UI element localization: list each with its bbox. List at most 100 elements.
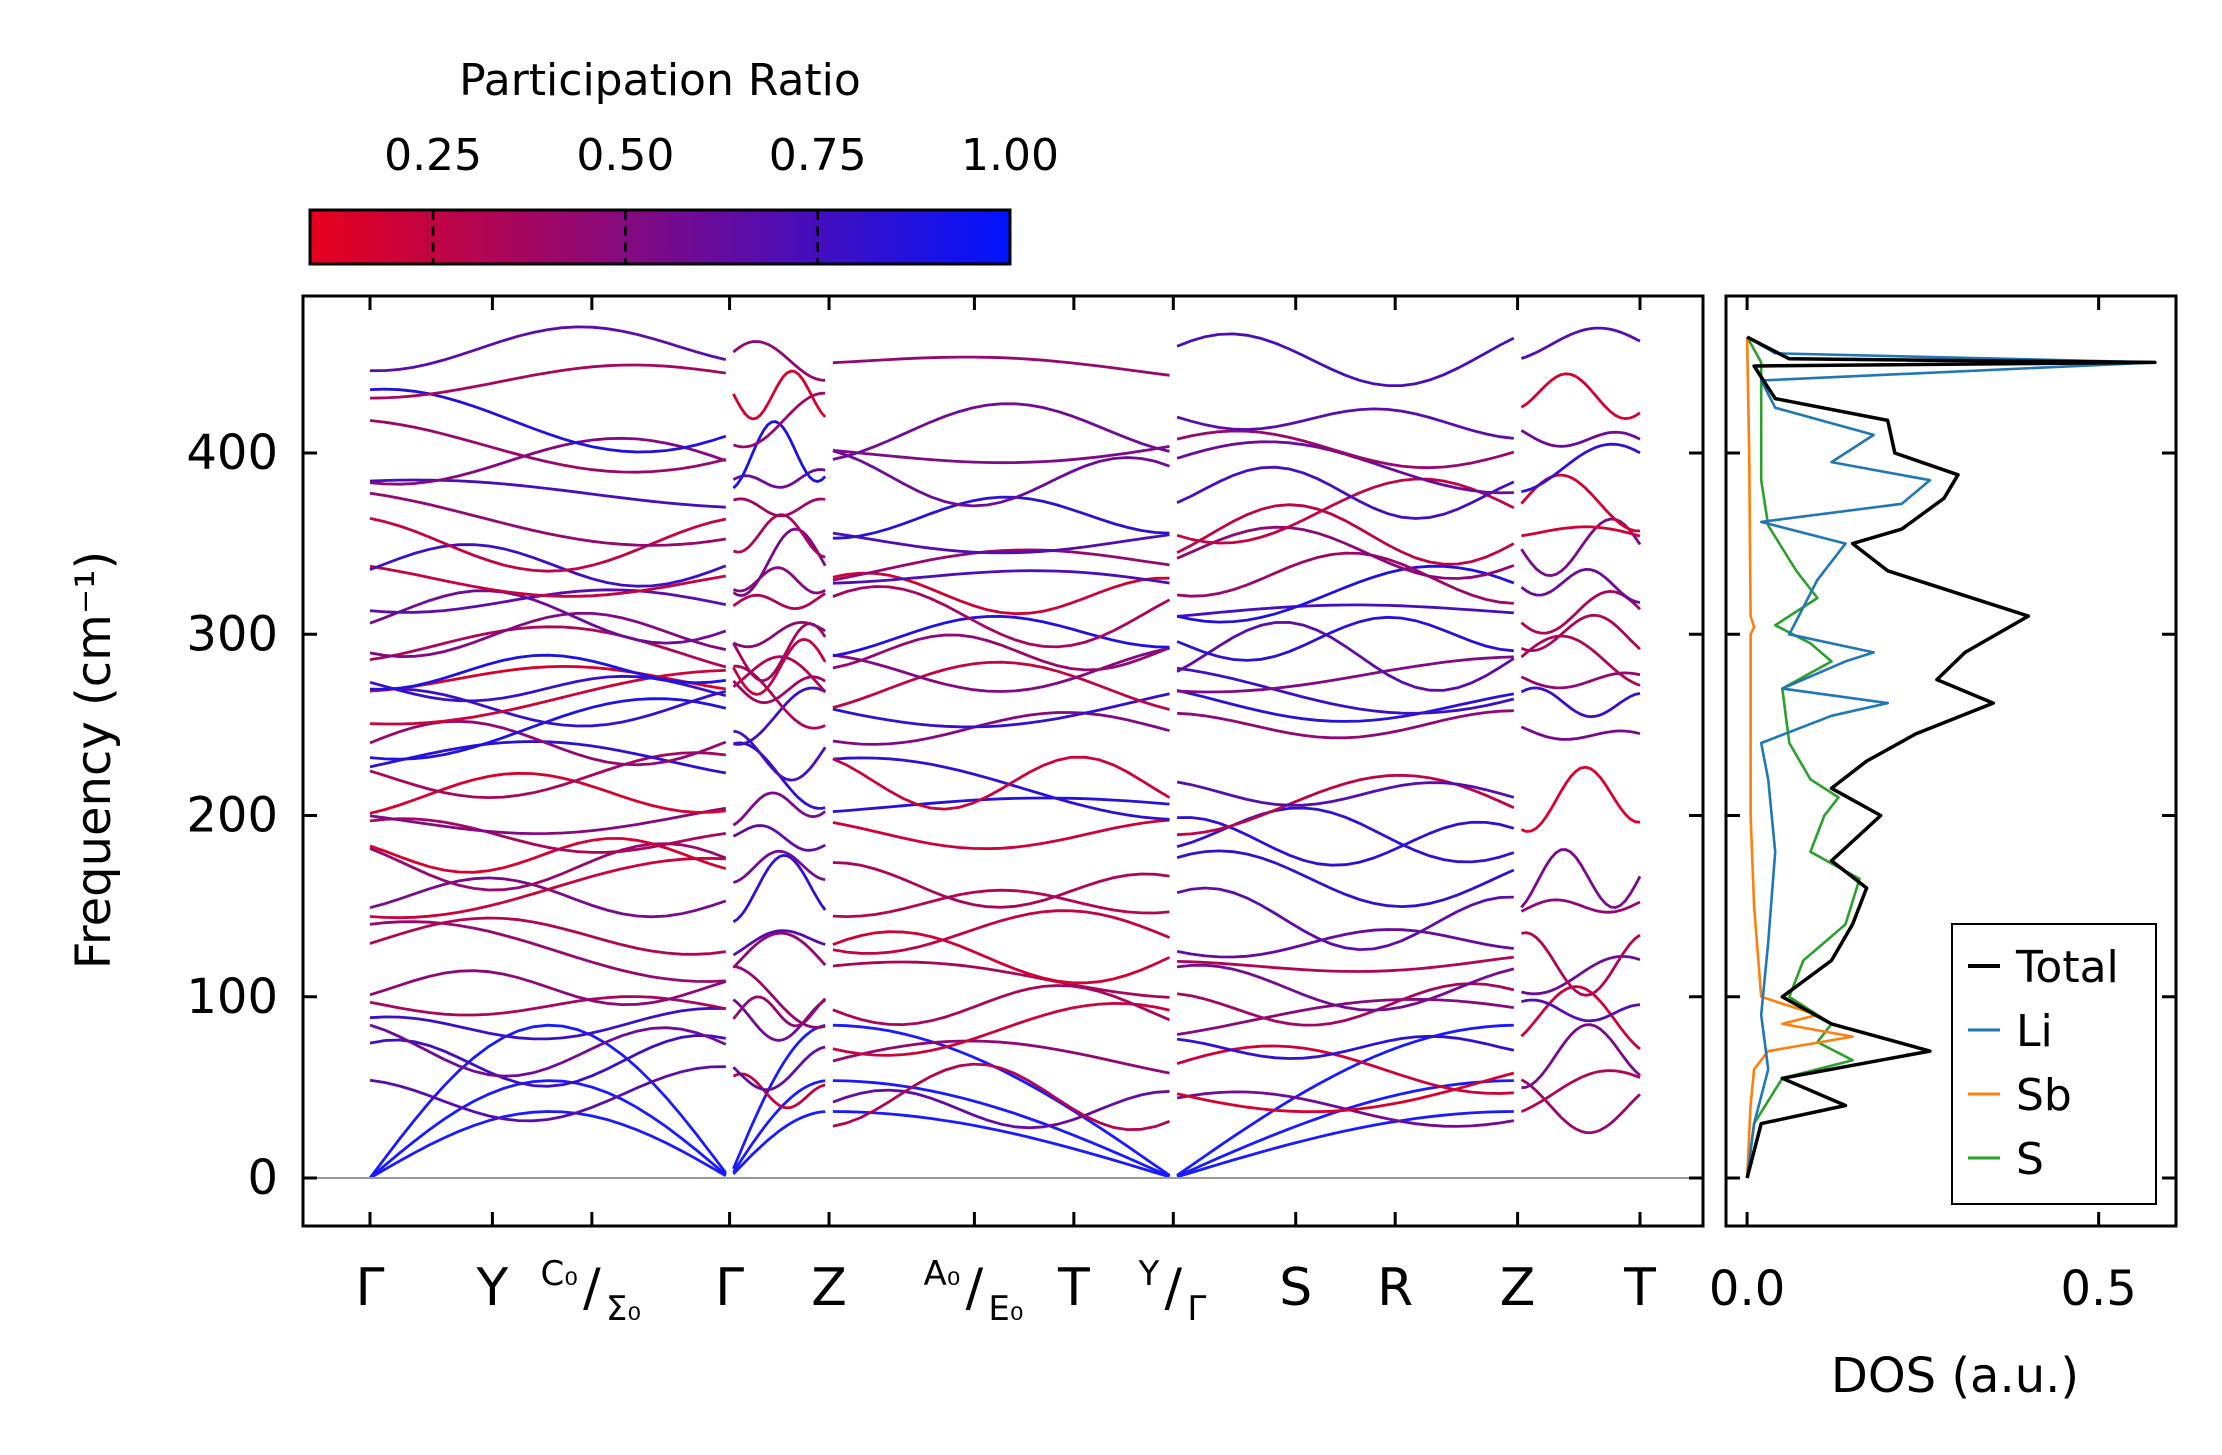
band-lines — [368, 325, 1642, 1180]
optical-band — [1520, 898, 1641, 914]
optical-band — [369, 806, 727, 836]
optical-band — [1520, 567, 1641, 604]
dos-panel: 0.0 0.5 DOS (a.u.) Total Li Sb S — [1709, 294, 2178, 1404]
optical-band — [369, 1006, 726, 1041]
dos-ticks: 0.0 0.5 — [1709, 296, 2176, 1317]
optical-band — [732, 369, 827, 421]
optical-band — [732, 929, 826, 957]
path-label: Γ — [356, 1258, 385, 1318]
optical-band — [832, 796, 1170, 813]
colorbar-gradient — [308, 208, 1012, 266]
optical-band — [1176, 615, 1514, 662]
optical-band — [832, 585, 1171, 649]
acoustic-band — [369, 1079, 727, 1180]
optical-band — [369, 669, 726, 726]
path-label: Z — [811, 1258, 847, 1318]
optical-band — [732, 791, 827, 827]
optical-band — [369, 363, 726, 400]
optical-band — [1520, 517, 1642, 578]
path-label-superscript: C₀ — [540, 1254, 577, 1294]
optical-band — [832, 756, 1170, 821]
acoustic-band — [732, 1110, 826, 1175]
optical-band — [1176, 603, 1514, 618]
optical-band — [1176, 928, 1514, 959]
optical-band — [1521, 442, 1641, 493]
optical-band — [1176, 886, 1514, 952]
path-label-subscript: E₀ — [988, 1289, 1023, 1329]
optical-band — [832, 569, 1170, 585]
optical-band — [832, 861, 1170, 909]
optical-band — [1521, 998, 1641, 1023]
optical-band — [832, 692, 1170, 729]
optical-band — [1176, 849, 1515, 909]
band-y-ticks: 0 100 200 300 400 — [186, 425, 1703, 1206]
optical-band — [369, 419, 727, 474]
path-label-superscript: Y — [1138, 1254, 1160, 1294]
optical-band — [1176, 780, 1515, 807]
optical-band — [832, 909, 1171, 955]
acoustic-band — [1176, 1110, 1514, 1179]
acoustic-band — [832, 1079, 1171, 1178]
optical-band — [732, 340, 826, 382]
optical-band — [832, 1088, 1170, 1130]
optical-band — [369, 325, 727, 373]
optical-band — [1177, 655, 1514, 694]
optical-band — [832, 984, 1171, 1027]
path-label: T — [1057, 1258, 1090, 1318]
optical-band — [369, 751, 726, 800]
optical-band — [369, 817, 727, 854]
optical-band — [832, 818, 1170, 851]
optical-band — [1176, 503, 1515, 566]
optical-band — [733, 964, 826, 1029]
optical-band — [1176, 332, 1515, 388]
optical-band — [369, 517, 727, 573]
optical-band — [732, 995, 827, 1028]
colorbar: Participation Ratio 0.25 0.50 0.75 1.00 — [308, 55, 1059, 266]
optical-band — [832, 548, 1170, 582]
acoustic-band — [832, 1110, 1170, 1179]
optical-band — [1520, 1069, 1641, 1113]
optical-band — [1520, 765, 1641, 833]
optical-band — [732, 1045, 826, 1092]
optical-band — [732, 998, 826, 1042]
band-y-axis-title: Frequency (cm⁻¹) — [66, 551, 122, 969]
optical-band — [1520, 372, 1641, 421]
optical-band — [732, 849, 826, 884]
optical-band — [1176, 551, 1514, 605]
dos-lines — [1745, 335, 2157, 1179]
optical-band — [1177, 709, 1514, 740]
optical-band — [832, 888, 1170, 919]
optical-band — [832, 531, 1170, 555]
acoustic-band — [832, 1023, 1171, 1177]
dos-frame — [1724, 294, 2178, 1228]
optical-band — [832, 930, 1171, 985]
path-label-slash: / — [966, 1258, 984, 1318]
band-y-tick-label: 200 — [186, 788, 278, 844]
optical-band — [1520, 985, 1641, 1051]
optical-band — [369, 625, 727, 669]
optical-band — [832, 660, 1170, 711]
optical-band — [1176, 477, 1515, 545]
optical-band — [832, 960, 1170, 999]
optical-band — [369, 387, 727, 454]
optical-band — [732, 566, 826, 595]
dos-legend: Total Li Sb S — [1951, 923, 2157, 1205]
optical-band — [832, 633, 1171, 672]
optical-band — [1520, 1078, 1641, 1135]
optical-band — [1177, 955, 1514, 973]
optical-band — [1176, 963, 1515, 1012]
band-path-ticks: Γ Y C₀ / Σ₀ Γ Z A₀ / E₀ T Y / Γ S R Z T — [356, 296, 1656, 1329]
band-frame — [301, 294, 1705, 1228]
optical-band — [1520, 634, 1641, 687]
band-y-tick-label: 300 — [186, 606, 278, 662]
optical-band — [732, 468, 826, 489]
optical-band — [369, 664, 727, 693]
dos-line-s — [1745, 336, 1861, 1179]
optical-band — [1521, 1023, 1641, 1090]
optical-band — [369, 1034, 727, 1088]
optical-band — [732, 620, 826, 649]
optical-band — [832, 571, 1170, 616]
colorbar-title: Participation Ratio — [459, 55, 861, 106]
optical-band — [732, 638, 827, 696]
